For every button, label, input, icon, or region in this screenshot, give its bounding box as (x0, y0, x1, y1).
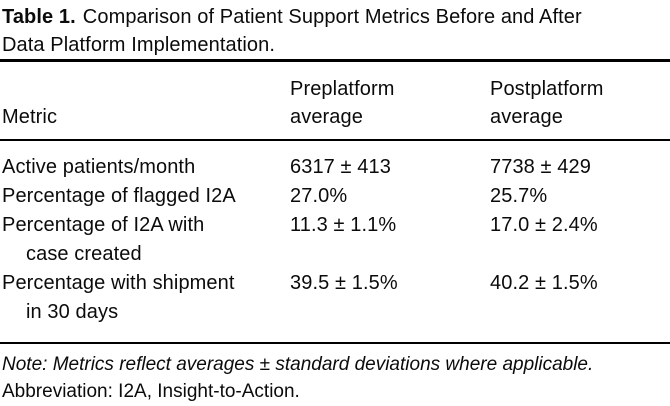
table-caption-label: Table 1. (2, 6, 76, 28)
table-caption-text-line2: Data Platform Implementation. (2, 34, 276, 56)
metric-label: Active patients/month (2, 156, 196, 178)
metric-label-line1: Percentage with shipment (2, 272, 235, 294)
postplatform-value-cell: 17.0 ± 2.4% (490, 214, 598, 236)
column-header-postplatform-label: Postplatform average (490, 78, 604, 128)
preplatform-value-cell: 27.0% (290, 185, 348, 207)
metrics-table: Metric Preplatform average Postplatform … (0, 59, 670, 344)
column-header-preplatform-label: Preplatform average (290, 78, 395, 128)
metric-cell: Percentage of I2A with case created (0, 211, 290, 269)
metric-label-line2: case created (26, 243, 142, 265)
metric-label: Percentage of flagged I2A (2, 185, 236, 207)
metric-label-line1: Percentage of I2A with (2, 214, 205, 236)
metric-cell: Active patients/month (0, 140, 290, 182)
table-row: Percentage with shipment in 30 days 39.5… (0, 269, 670, 343)
metric-label-line2: in 30 days (26, 301, 119, 323)
column-header-metric: Metric (0, 60, 290, 141)
table-caption: Table 1. Comparison of Patient Support Me… (0, 0, 670, 59)
table-caption-text-line1: Comparison of Patient Support Metrics Be… (82, 6, 582, 28)
metric-cell: Percentage with shipment in 30 days (0, 269, 290, 343)
preplatform-value-cell: 39.5 ± 1.5% (290, 272, 398, 294)
table-row: Percentage of flagged I2A 27.0% 25.7% (0, 182, 670, 211)
table-abbreviation: Abbreviation: I2A, Insight-to-Action. (2, 381, 300, 402)
header-row: Metric Preplatform average Postplatform … (0, 60, 670, 141)
column-header-postplatform: Postplatform average (490, 60, 670, 141)
postplatform-value-cell: 7738 ± 429 (490, 156, 591, 178)
metric-cell: Percentage of flagged I2A (0, 182, 290, 211)
postplatform-value-cell: 25.7% (490, 185, 548, 207)
postplatform-value-cell: 40.2 ± 1.5% (490, 272, 598, 294)
table-note: Note: Metrics reflect averages ± standar… (2, 354, 594, 375)
table-row: Active patients/month 6317 ± 413 7738 ± … (0, 140, 670, 182)
preplatform-value-cell: 6317 ± 413 (290, 156, 391, 178)
column-header-preplatform: Preplatform average (290, 60, 490, 141)
table-row: Percentage of I2A with case created 11.3… (0, 211, 670, 269)
preplatform-value-cell: 11.3 ± 1.1% (290, 214, 397, 236)
